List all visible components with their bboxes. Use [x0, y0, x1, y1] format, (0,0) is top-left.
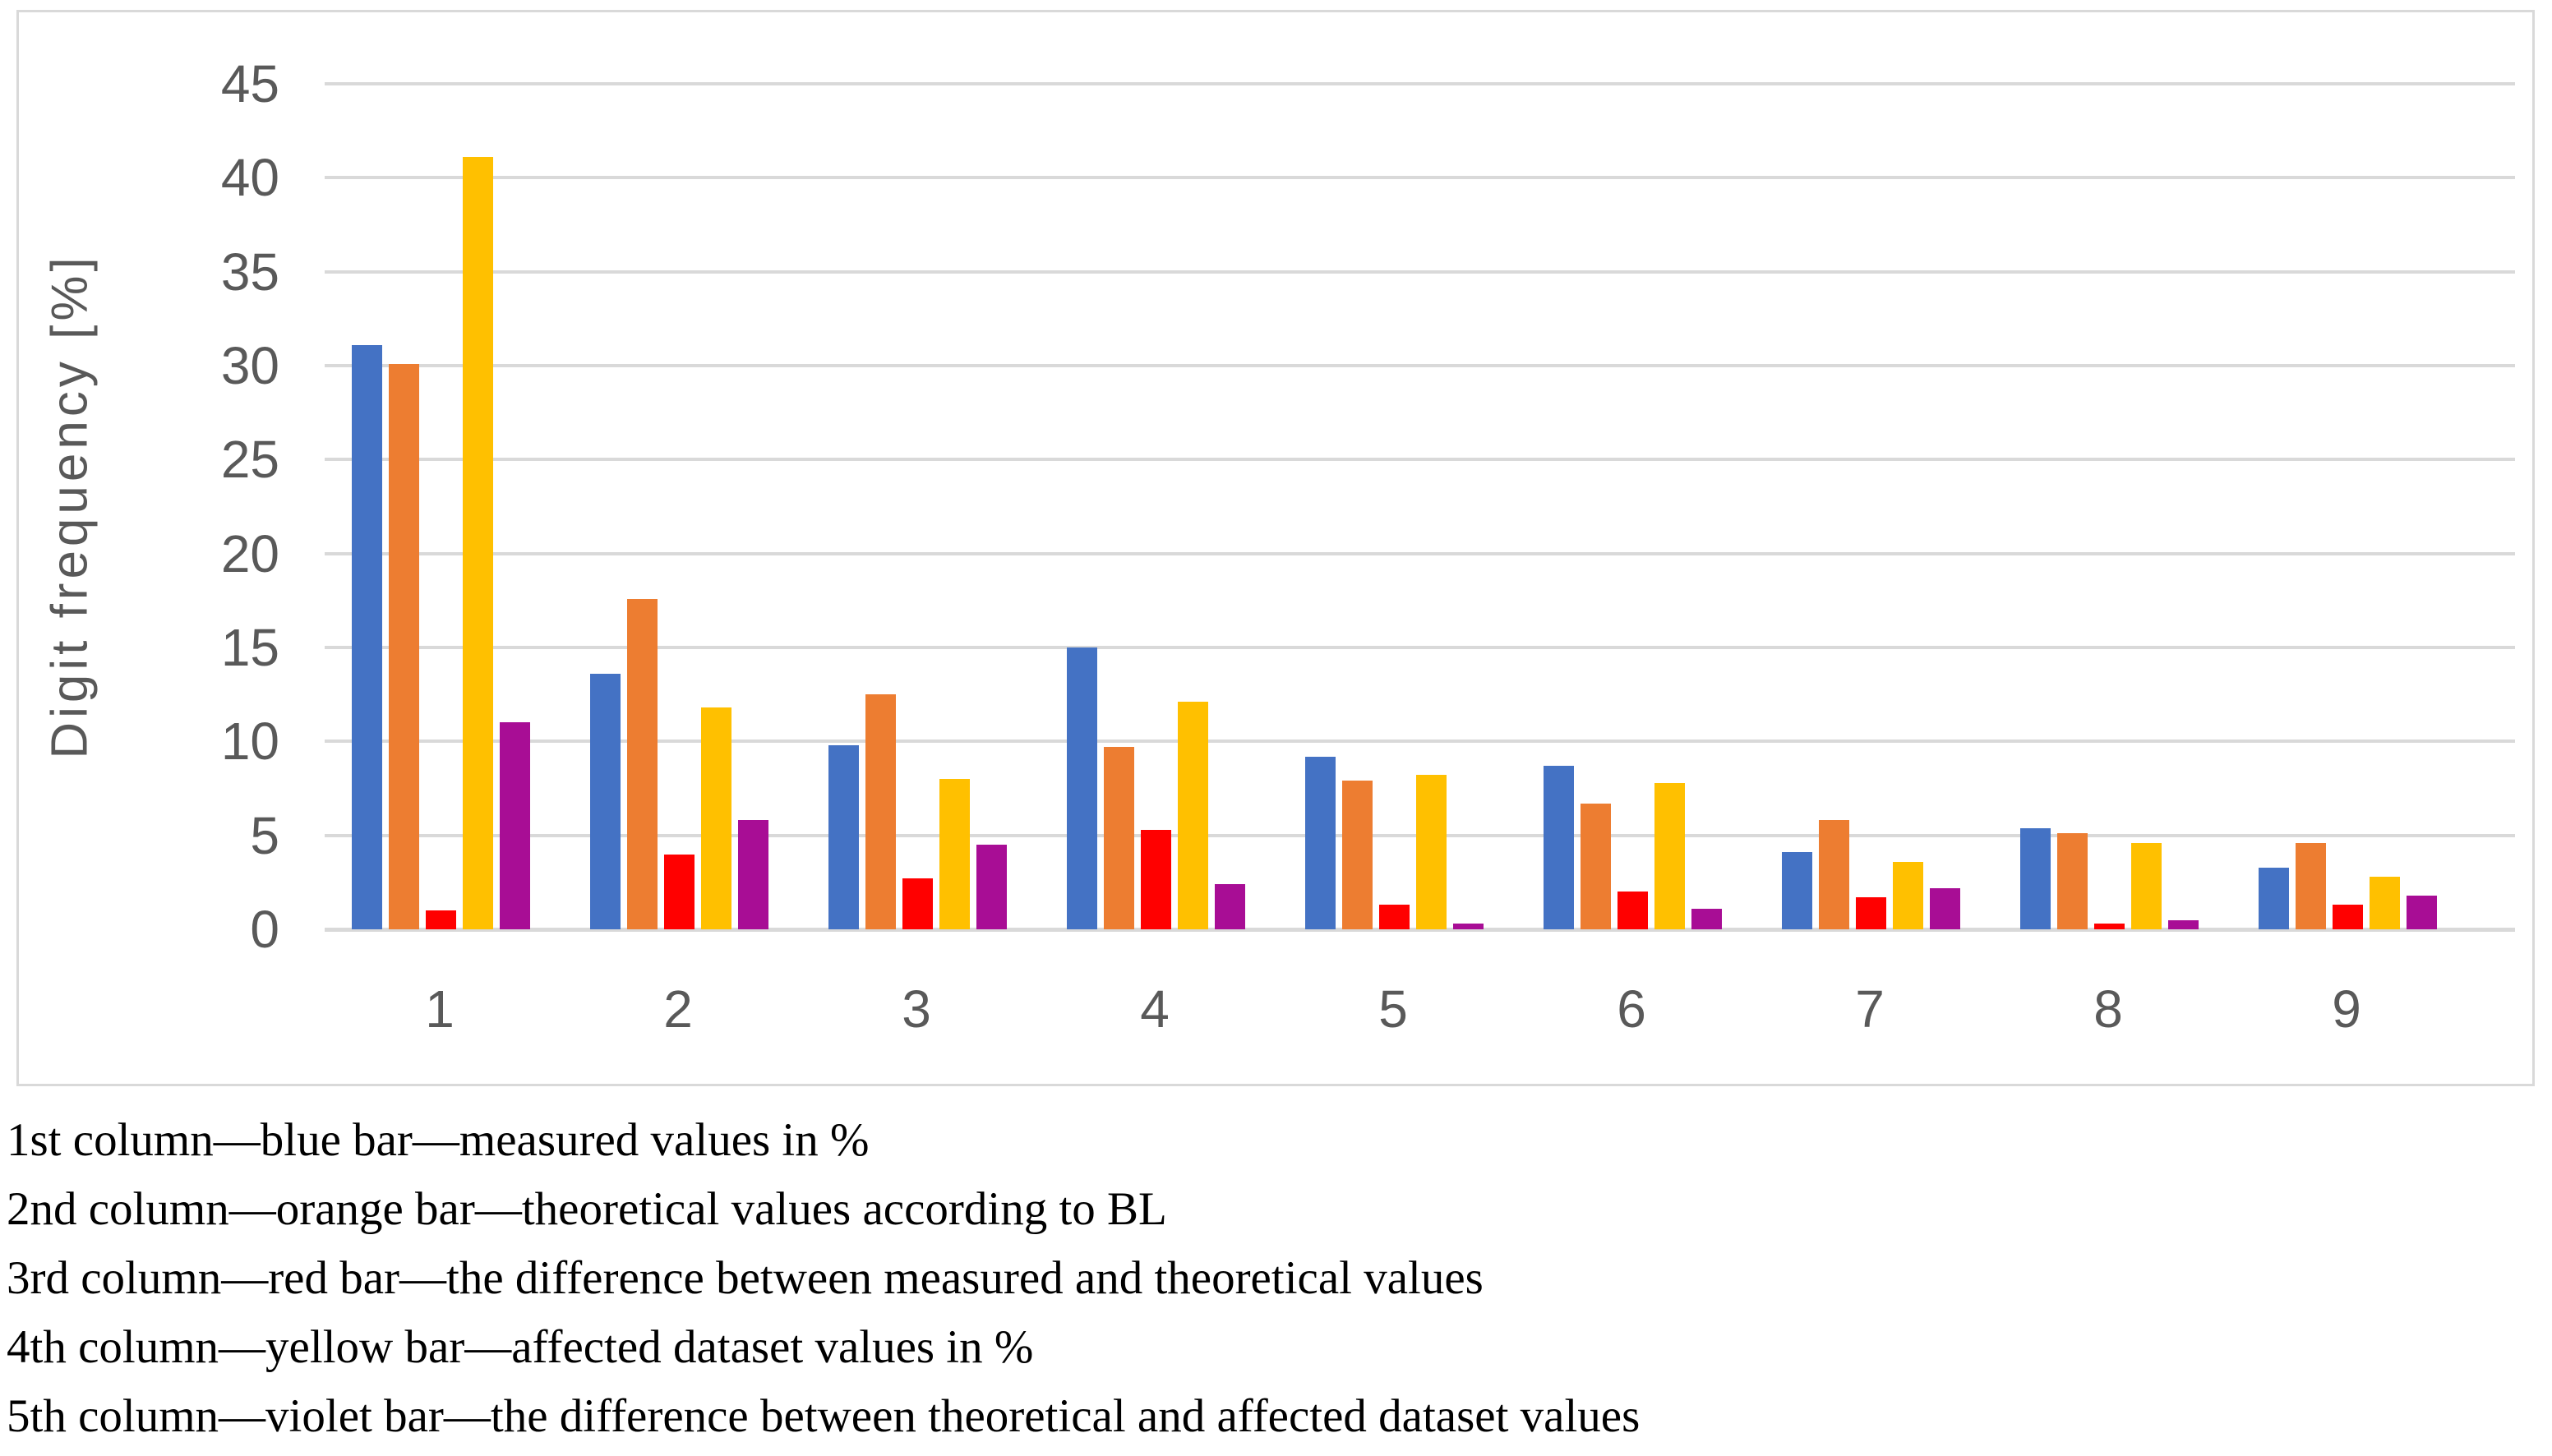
bar-difference-violet-digit-9 — [2407, 896, 2437, 929]
bar-difference-violet-digit-2 — [738, 820, 768, 929]
bar-affected-yellow-digit-3 — [939, 779, 970, 929]
x-tick-label-9: 9 — [2332, 979, 2361, 1039]
bar-difference-violet-digit-5 — [1453, 924, 1484, 929]
bar-difference-violet-digit-3 — [976, 845, 1007, 929]
x-tick-label-5: 5 — [1378, 979, 1408, 1039]
y-tick-label-15: 15 — [220, 617, 279, 677]
bar-difference-violet-digit-4 — [1215, 884, 1245, 929]
bar-affected-yellow-digit-1 — [463, 157, 493, 929]
bar-measured-blue-digit-6 — [1544, 766, 1574, 929]
bar-difference-violet-digit-8 — [2168, 920, 2199, 929]
gridline-40 — [325, 176, 2515, 180]
y-tick-label-20: 20 — [220, 523, 279, 583]
x-tick-label-6: 6 — [1617, 979, 1646, 1039]
bar-affected-yellow-digit-8 — [2131, 843, 2162, 929]
bar-measured-blue-digit-4 — [1067, 647, 1097, 929]
bar-affected-yellow-digit-9 — [2370, 877, 2400, 929]
gridline-10 — [325, 740, 2515, 744]
bar-theoretical-orange-digit-5 — [1342, 781, 1373, 929]
bar-difference-violet-digit-7 — [1930, 888, 1960, 929]
bar-theoretical-orange-digit-3 — [865, 694, 896, 929]
bar-difference-red-digit-3 — [902, 878, 933, 929]
bar-difference-red-digit-1 — [426, 910, 456, 929]
bar-difference-red-digit-4 — [1141, 830, 1171, 929]
gridline-45 — [325, 81, 2515, 85]
y-tick-label-35: 35 — [220, 242, 279, 302]
gridline-30 — [325, 363, 2515, 367]
bar-measured-blue-digit-2 — [590, 674, 621, 929]
bar-difference-red-digit-9 — [2333, 905, 2363, 929]
bar-affected-yellow-digit-6 — [1654, 783, 1685, 929]
bar-affected-yellow-digit-2 — [701, 707, 731, 929]
chart-frame — [16, 10, 2535, 1086]
x-tick-label-7: 7 — [1855, 979, 1885, 1039]
bar-theoretical-orange-digit-2 — [627, 599, 658, 929]
bar-measured-blue-digit-7 — [1782, 852, 1812, 929]
gridline-35 — [325, 270, 2515, 274]
x-tick-label-1: 1 — [425, 979, 455, 1039]
bar-affected-yellow-digit-5 — [1416, 775, 1447, 929]
bar-theoretical-orange-digit-9 — [2296, 843, 2326, 929]
bar-difference-red-digit-6 — [1617, 892, 1648, 929]
gridline-15 — [325, 645, 2515, 649]
chart-caption: 1st column—blue bar—measured values in %… — [7, 1106, 2546, 1451]
y-tick-label-10: 10 — [220, 712, 279, 772]
y-tick-label-0: 0 — [250, 900, 279, 959]
y-tick-label-25: 25 — [220, 430, 279, 490]
gridline-20 — [325, 551, 2515, 555]
bar-difference-violet-digit-6 — [1691, 909, 1722, 929]
y-axis-title: Digit frequency [%] — [41, 253, 99, 759]
caption-line: 3rd column—red bar—the difference betwee… — [7, 1252, 1484, 1304]
y-tick-label-30: 30 — [220, 335, 279, 395]
bar-theoretical-orange-digit-7 — [1819, 820, 1849, 929]
caption-line: 2nd column—orange bar—theoretical values… — [7, 1183, 1167, 1235]
bar-theoretical-orange-digit-6 — [1581, 804, 1611, 929]
x-tick-label-4: 4 — [1140, 979, 1170, 1039]
bar-difference-red-digit-2 — [664, 855, 695, 929]
bar-affected-yellow-digit-4 — [1178, 702, 1208, 929]
bar-measured-blue-digit-9 — [2259, 868, 2289, 929]
bar-theoretical-orange-digit-4 — [1104, 747, 1134, 929]
caption-line: 5th column—violet bar—the difference bet… — [7, 1390, 1641, 1442]
bar-difference-violet-digit-1 — [500, 722, 530, 929]
x-tick-label-3: 3 — [902, 979, 931, 1039]
bar-measured-blue-digit-1 — [352, 345, 382, 929]
gridline-25 — [325, 458, 2515, 462]
bar-theoretical-orange-digit-1 — [389, 364, 419, 929]
gridline-0 — [325, 928, 2515, 932]
y-tick-label-45: 45 — [220, 53, 279, 113]
bar-difference-red-digit-5 — [1379, 905, 1410, 929]
bar-measured-blue-digit-3 — [828, 745, 859, 929]
bar-measured-blue-digit-5 — [1305, 757, 1336, 929]
caption-line: 4th column—yellow bar—affected dataset v… — [7, 1321, 1034, 1373]
caption-line: 1st column—blue bar—measured values in % — [7, 1114, 870, 1166]
y-tick-label-5: 5 — [250, 805, 279, 865]
bar-affected-yellow-digit-7 — [1893, 862, 1923, 929]
bar-theoretical-orange-digit-8 — [2057, 833, 2088, 929]
x-tick-label-2: 2 — [663, 979, 693, 1039]
bar-difference-red-digit-7 — [1856, 897, 1886, 929]
bar-difference-red-digit-8 — [2094, 924, 2125, 929]
bar-measured-blue-digit-8 — [2020, 828, 2051, 929]
y-tick-label-40: 40 — [220, 148, 279, 208]
x-tick-label-8: 8 — [2093, 979, 2123, 1039]
